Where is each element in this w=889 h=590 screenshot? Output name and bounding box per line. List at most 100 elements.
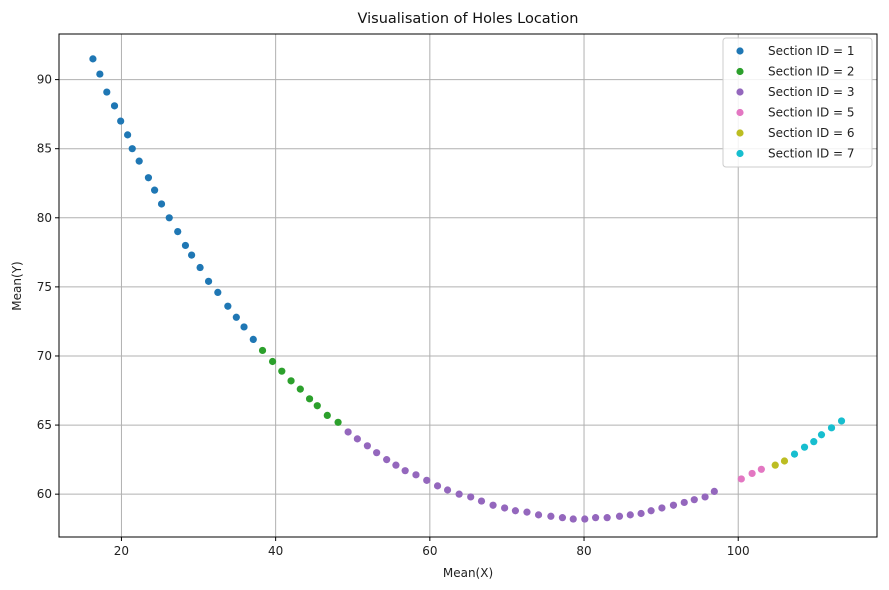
series-section-3 bbox=[344, 428, 718, 523]
data-point bbox=[232, 313, 240, 321]
x-tick-label: 20 bbox=[114, 544, 129, 558]
data-point bbox=[690, 496, 698, 504]
data-point bbox=[658, 504, 666, 512]
data-point bbox=[647, 507, 655, 515]
legend-label: Section ID = 7 bbox=[768, 147, 855, 161]
y-tick-label: 60 bbox=[37, 487, 52, 501]
data-point bbox=[103, 88, 111, 96]
data-point bbox=[701, 493, 709, 501]
series-section-5 bbox=[771, 457, 789, 469]
data-point bbox=[278, 367, 286, 375]
x-tick-label: 100 bbox=[727, 544, 750, 558]
y-tick-label: 85 bbox=[37, 142, 52, 156]
data-point bbox=[837, 417, 846, 425]
legend-label: Section ID = 6 bbox=[768, 126, 855, 140]
data-point bbox=[214, 288, 222, 297]
data-point bbox=[383, 456, 391, 464]
data-point bbox=[412, 471, 420, 479]
data-point bbox=[455, 490, 463, 498]
data-point bbox=[224, 302, 232, 310]
data-point bbox=[615, 512, 624, 520]
y-tick-label: 90 bbox=[37, 73, 52, 87]
data-point bbox=[467, 493, 475, 501]
x-tick-label: 40 bbox=[268, 544, 283, 558]
data-point bbox=[511, 507, 520, 515]
series-section-4 bbox=[737, 465, 765, 483]
data-point bbox=[157, 200, 166, 208]
data-point bbox=[710, 487, 718, 495]
data-point bbox=[135, 157, 143, 165]
data-point bbox=[144, 174, 153, 182]
data-point bbox=[305, 395, 314, 403]
data-point bbox=[757, 465, 765, 473]
data-point bbox=[258, 346, 267, 355]
data-point bbox=[569, 515, 577, 523]
series-section-1 bbox=[89, 55, 257, 343]
x-tick-label: 60 bbox=[422, 544, 437, 558]
data-point bbox=[334, 418, 342, 426]
legend-label: Section ID = 1 bbox=[768, 44, 855, 58]
legend-marker bbox=[736, 47, 744, 55]
data-point bbox=[165, 214, 173, 222]
y-axis-label: Mean(Y) bbox=[10, 261, 24, 310]
data-point bbox=[392, 461, 400, 469]
series-section-6 bbox=[790, 417, 846, 458]
data-point bbox=[669, 501, 678, 509]
data-point bbox=[558, 514, 567, 522]
legend-label: Section ID = 3 bbox=[768, 85, 855, 99]
data-point bbox=[680, 498, 688, 507]
data-point bbox=[268, 357, 277, 366]
data-point bbox=[353, 435, 361, 443]
data-point bbox=[196, 263, 204, 272]
x-axis-label: Mean(X) bbox=[443, 566, 493, 580]
data-point bbox=[344, 428, 352, 436]
data-point bbox=[117, 117, 125, 125]
data-point bbox=[249, 335, 257, 343]
legend-marker bbox=[736, 108, 744, 117]
data-point bbox=[373, 449, 381, 457]
data-point bbox=[771, 461, 779, 469]
series-section-2 bbox=[258, 346, 342, 426]
data-point bbox=[296, 385, 304, 393]
data-point bbox=[780, 457, 789, 465]
data-point bbox=[523, 508, 531, 516]
data-point bbox=[433, 482, 442, 490]
data-point bbox=[128, 145, 136, 153]
data-point bbox=[489, 501, 497, 509]
data-point bbox=[204, 277, 213, 285]
y-tick-label: 65 bbox=[37, 418, 52, 432]
data-point bbox=[181, 241, 190, 250]
legend-label: Section ID = 5 bbox=[768, 106, 855, 120]
data-point bbox=[790, 450, 799, 458]
data-point bbox=[827, 424, 836, 432]
data-point bbox=[581, 515, 589, 523]
data-point bbox=[626, 511, 634, 519]
legend-marker bbox=[736, 149, 744, 158]
data-point bbox=[547, 512, 555, 520]
y-tick-label: 75 bbox=[37, 280, 52, 294]
data-point bbox=[534, 511, 543, 519]
data-point bbox=[477, 497, 486, 505]
data-point bbox=[817, 431, 826, 439]
data-point bbox=[423, 476, 431, 484]
data-point bbox=[151, 186, 159, 194]
data-points bbox=[89, 55, 846, 523]
data-point bbox=[501, 504, 509, 512]
legend-box bbox=[722, 37, 873, 168]
y-tick-label: 80 bbox=[37, 211, 52, 225]
data-point bbox=[188, 251, 196, 259]
data-point bbox=[591, 514, 600, 522]
data-point bbox=[363, 442, 371, 450]
plot-area-frame bbox=[58, 33, 878, 538]
legend-marker bbox=[736, 129, 744, 137]
data-point bbox=[287, 377, 295, 385]
x-tick-label: 80 bbox=[576, 544, 591, 558]
data-point bbox=[800, 443, 809, 451]
legend-label: Section ID = 2 bbox=[768, 65, 855, 79]
data-point bbox=[748, 469, 756, 478]
data-point bbox=[110, 102, 119, 110]
data-point bbox=[174, 228, 182, 236]
data-point bbox=[124, 131, 132, 139]
chart-title: Visualisation of Holes Location bbox=[358, 11, 579, 27]
